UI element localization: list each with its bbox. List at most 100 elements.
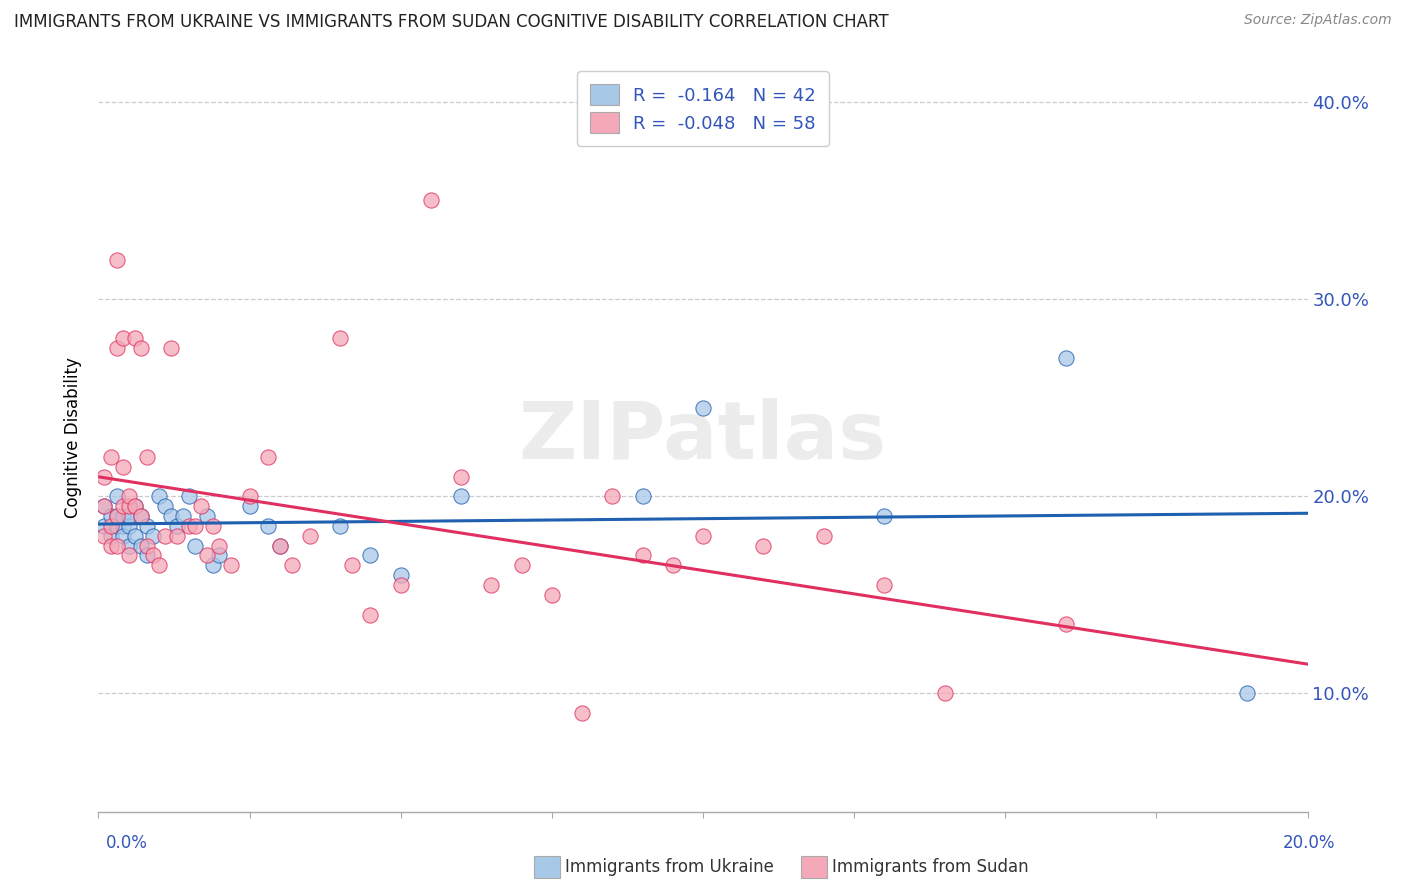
Point: [179, 489, 201, 503]
Point: [202, 518, 225, 533]
Point: [111, 499, 134, 513]
Point: [124, 499, 146, 513]
Point: [142, 549, 165, 563]
Point: [602, 489, 624, 503]
Legend: R =  -0.164   N = 42, R =  -0.048   N = 58: R = -0.164 N = 42, R = -0.048 N = 58: [578, 71, 828, 145]
Point: [239, 499, 262, 513]
Point: [571, 706, 593, 720]
Point: [481, 578, 503, 592]
Point: [420, 194, 443, 208]
Point: [111, 331, 134, 345]
Point: [105, 252, 128, 267]
Point: [153, 529, 176, 543]
Point: [269, 539, 291, 553]
Point: [111, 518, 134, 533]
Point: [111, 459, 134, 474]
Point: [256, 518, 278, 533]
Point: [692, 529, 714, 543]
Point: [190, 499, 212, 513]
Point: [389, 578, 412, 592]
Point: [135, 539, 157, 553]
Point: [208, 539, 231, 553]
Point: [124, 331, 146, 345]
Point: [631, 489, 654, 503]
Point: [100, 539, 122, 553]
Point: [100, 508, 122, 523]
Point: [148, 558, 170, 573]
Point: [195, 508, 218, 523]
Text: 0.0%: 0.0%: [105, 834, 148, 852]
Point: [129, 508, 152, 523]
Point: [105, 489, 128, 503]
Point: [510, 558, 533, 573]
Point: [184, 539, 207, 553]
Point: [129, 539, 152, 553]
Point: [752, 539, 775, 553]
Text: 20.0%: 20.0%: [1284, 834, 1336, 852]
Point: [118, 489, 141, 503]
Point: [142, 529, 165, 543]
Point: [179, 518, 201, 533]
Point: [118, 549, 141, 563]
Point: [1054, 351, 1077, 366]
Text: Source: ZipAtlas.com: Source: ZipAtlas.com: [1244, 13, 1392, 28]
Point: [93, 518, 115, 533]
Point: [105, 508, 128, 523]
Point: [256, 450, 278, 464]
Point: [239, 489, 262, 503]
Point: [281, 558, 304, 573]
Point: [100, 450, 122, 464]
Point: [389, 568, 412, 582]
Point: [118, 518, 141, 533]
Point: [540, 588, 562, 602]
Point: [195, 549, 218, 563]
Point: [135, 518, 157, 533]
Point: [166, 518, 188, 533]
Point: [934, 686, 956, 700]
Text: Immigrants from Ukraine: Immigrants from Ukraine: [565, 858, 775, 876]
Point: [184, 518, 207, 533]
Point: [93, 469, 115, 483]
Point: [160, 342, 183, 356]
Point: [450, 489, 472, 503]
Point: [111, 529, 134, 543]
Point: [100, 518, 122, 533]
Point: [118, 508, 141, 523]
Point: [873, 508, 896, 523]
Point: [105, 539, 128, 553]
Point: [166, 529, 188, 543]
Point: [105, 508, 128, 523]
Point: [148, 489, 170, 503]
Point: [329, 518, 352, 533]
Point: [172, 508, 194, 523]
Point: [118, 499, 141, 513]
Point: [360, 549, 382, 563]
Point: [93, 499, 115, 513]
Point: [135, 549, 157, 563]
Text: IMMIGRANTS FROM UKRAINE VS IMMIGRANTS FROM SUDAN COGNITIVE DISABILITY CORRELATIO: IMMIGRANTS FROM UKRAINE VS IMMIGRANTS FR…: [14, 13, 889, 31]
Point: [1054, 617, 1077, 632]
Point: [450, 469, 472, 483]
Point: [105, 518, 128, 533]
Y-axis label: Cognitive Disability: Cognitive Disability: [65, 357, 83, 517]
Point: [105, 342, 128, 356]
Point: [129, 342, 152, 356]
Point: [118, 539, 141, 553]
Point: [1236, 686, 1258, 700]
Point: [873, 578, 896, 592]
Point: [124, 499, 146, 513]
Point: [93, 529, 115, 543]
Point: [631, 549, 654, 563]
Point: [208, 549, 231, 563]
Point: [129, 508, 152, 523]
Point: [299, 529, 322, 543]
Point: [360, 607, 382, 622]
Point: [221, 558, 243, 573]
Point: [100, 529, 122, 543]
Point: [329, 331, 352, 345]
Point: [124, 529, 146, 543]
Text: Immigrants from Sudan: Immigrants from Sudan: [832, 858, 1029, 876]
Point: [135, 450, 157, 464]
Point: [153, 499, 176, 513]
Point: [160, 508, 183, 523]
